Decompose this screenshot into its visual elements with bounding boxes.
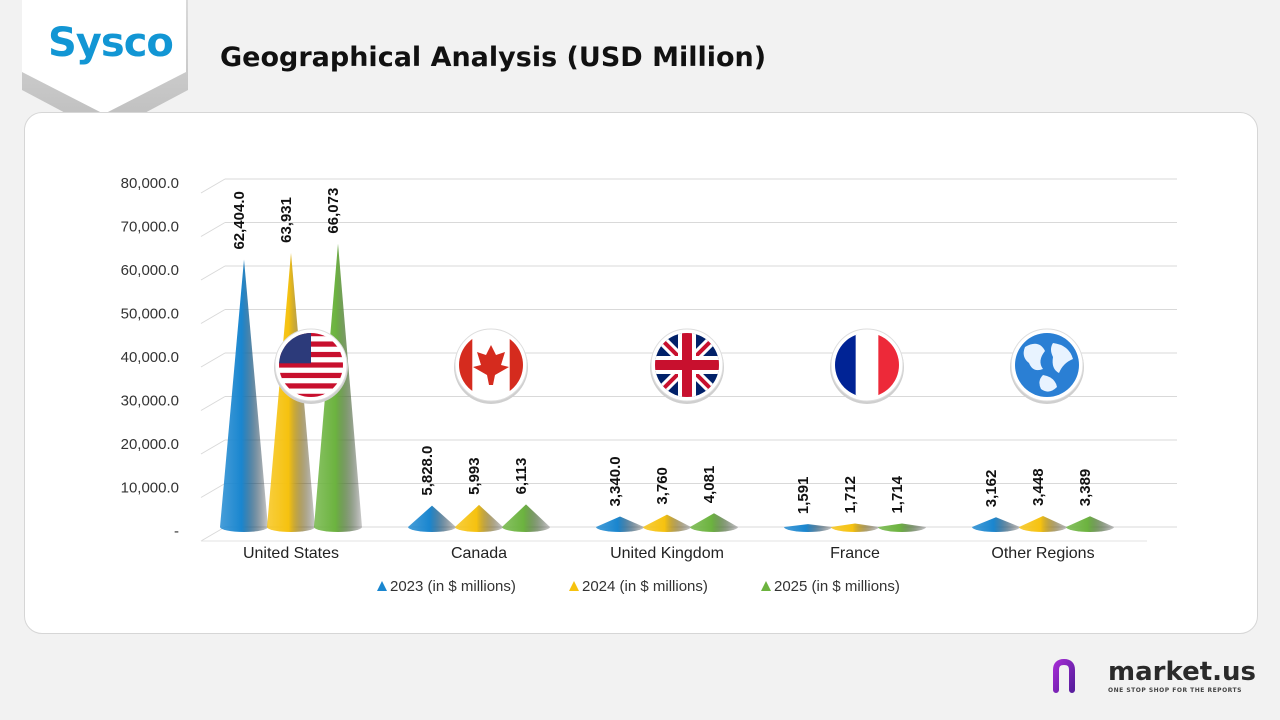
gridline-depth [200, 352, 226, 368]
sysco-logo: Sysco [48, 20, 174, 66]
y-tick-label: 10,000.0 [121, 480, 179, 497]
data-label: 1,714 [889, 475, 906, 513]
sysco-logo-badge: Sysco [0, 0, 190, 140]
data-label: 63,931 [278, 197, 295, 243]
data-label: 1,591 [795, 477, 812, 515]
y-tick-label: 50,000.0 [121, 306, 179, 323]
page-title: Geographical Analysis (USD Million) [220, 42, 767, 73]
cone-bar [408, 505, 456, 532]
legend-swatch [569, 581, 579, 591]
data-label: 6,113 [513, 458, 530, 495]
gridline-depth [200, 222, 226, 237]
geographical-chart: - 10,000.0 20,000.0 30,000.0 40,000.0 50,000.… [121, 175, 1177, 595]
gridline-depth [200, 396, 226, 411]
legend-label: 2025 (in $ millions) [774, 578, 900, 595]
y-tick-label: 60,000.0 [121, 262, 179, 279]
gridline-depth [200, 483, 226, 498]
category-label: United States [243, 545, 339, 562]
category-label: Canada [451, 545, 507, 562]
legend: 2023 (in $ millions) 2024 (in $ millions)… [377, 578, 900, 595]
cone-bar [596, 516, 644, 532]
cone-bar [220, 259, 268, 532]
legend-label: 2024 (in $ millions) [582, 578, 708, 595]
gridline-depth [200, 526, 226, 542]
category-label: United Kingdom [610, 545, 724, 562]
data-label: 66,073 [325, 188, 342, 234]
gridline-depth [200, 265, 226, 281]
cone-bar [643, 514, 691, 532]
y-tick-label: 40,000.0 [121, 349, 179, 366]
data-label: 62,404.0 [231, 191, 248, 249]
category-label: Other Regions [991, 545, 1094, 562]
brand-tagline: ONE STOP SHOP FOR THE REPORTS [1108, 686, 1242, 694]
data-label: 3,760 [654, 467, 671, 505]
cone-bar [690, 513, 738, 532]
y-tick-label: 70,000.0 [121, 219, 179, 236]
category-label: France [830, 545, 880, 562]
market-us-logo-icon [1053, 657, 1096, 693]
y-tick-label: 80,000.0 [121, 175, 179, 192]
data-label: 3,389 [1077, 469, 1094, 507]
brand-name: market.us [1108, 656, 1256, 687]
legend-swatch [761, 581, 771, 591]
y-tick-label: 30,000.0 [121, 393, 179, 410]
data-label: 3,340.0 [607, 456, 624, 506]
cone-bar [502, 504, 550, 532]
cone-bar [1019, 516, 1067, 532]
data-label: 4,081 [701, 466, 718, 504]
usa-flag-icon [274, 328, 348, 404]
y-tick-label: - [174, 523, 179, 540]
y-tick-label: 20,000.0 [121, 436, 179, 453]
gridline-depth [200, 178, 226, 194]
data-label: 3,448 [1030, 468, 1047, 506]
cone-bar [972, 517, 1020, 532]
market-us-brand: market.us ONE STOP SHOP FOR THE REPORTS [1052, 656, 1256, 696]
cone-bar [878, 523, 926, 532]
data-label: 5,828.0 [419, 446, 436, 496]
data-label: 5,993 [466, 457, 483, 495]
cone-bar [455, 504, 503, 532]
series-2023: 62,404.0 5,828.0 3,340.0 1,591 3,162 [220, 191, 1020, 532]
gridline-depth [200, 309, 226, 324]
globe-icon [1010, 328, 1084, 404]
legend-swatch [377, 581, 387, 591]
data-label: 1,712 [842, 476, 859, 514]
cone-bar [831, 523, 879, 532]
uk-flag-icon [650, 328, 724, 404]
chart-card: - 10,000.0 20,000.0 30,000.0 40,000.0 50,000.… [24, 112, 1258, 634]
cone-bar [1066, 516, 1114, 532]
france-flag-icon [830, 328, 904, 404]
cone-bar [784, 524, 832, 532]
legend-label: 2023 (in $ millions) [390, 578, 516, 595]
canada-flag-icon [454, 328, 528, 404]
gridline-depth [200, 439, 226, 455]
data-label: 3,162 [983, 470, 1000, 508]
